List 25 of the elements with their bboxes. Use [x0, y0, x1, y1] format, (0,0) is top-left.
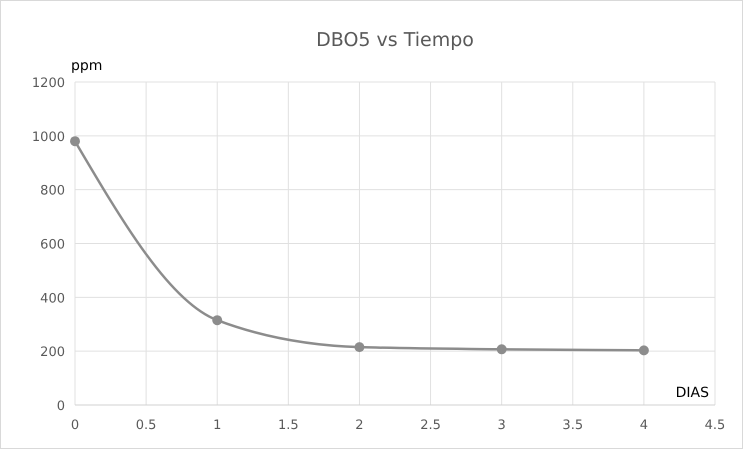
point — [496, 344, 507, 354]
x-tick-label: 2 — [355, 418, 364, 433]
point — [638, 345, 649, 356]
point — [354, 342, 364, 352]
y-tick-label: 400 — [40, 291, 65, 306]
x-tick-label: 2.5 — [420, 418, 441, 433]
y-tick-label: 0 — [56, 399, 65, 414]
point — [212, 315, 222, 326]
point — [70, 136, 80, 146]
y-tick-label: 1200 — [32, 76, 65, 91]
y-tick-label: 1000 — [32, 130, 65, 145]
y-tick-label: 200 — [40, 345, 65, 360]
x-axis-title: DIAS — [676, 385, 710, 401]
y-tick-label: 600 — [40, 238, 65, 252]
chart-title: DBO5 vs Tiempo — [316, 29, 474, 51]
x-tick-label: 4 — [640, 418, 648, 433]
x-tick-label: 1.5 — [278, 418, 299, 433]
x-tick-label: 3.5 — [562, 418, 584, 433]
x-tick-label: 0 — [70, 418, 80, 433]
x-tick-label: 3 — [498, 418, 506, 433]
x-tick-label: 1 — [213, 418, 222, 433]
x-tick-label: 4.5 — [704, 418, 726, 433]
y-axis-title: ppm — [71, 58, 102, 74]
y-tick-label: 800 — [40, 184, 65, 199]
x-tick-label: 0.5 — [136, 418, 156, 433]
